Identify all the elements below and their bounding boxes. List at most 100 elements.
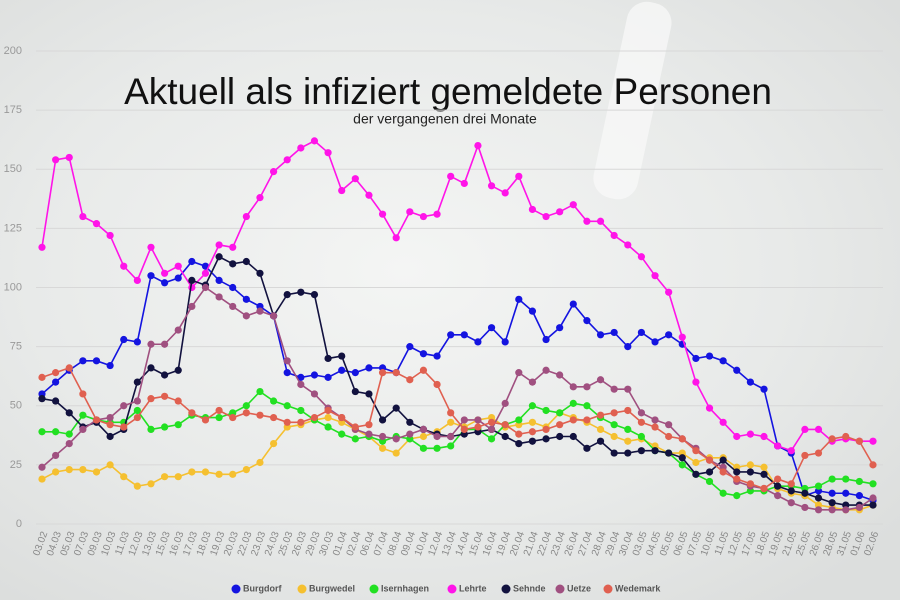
- y-tick-label: 125: [4, 222, 22, 234]
- legend-marker: [369, 584, 379, 594]
- data-point: [92, 416, 101, 424]
- data-point: [501, 189, 509, 197]
- data-point: [801, 489, 809, 497]
- data-point: [419, 432, 428, 441]
- data-point: [79, 390, 87, 398]
- data-point: [242, 312, 250, 320]
- data-point: [406, 418, 414, 426]
- data-point: [583, 217, 591, 225]
- data-point: [92, 357, 101, 365]
- data-point: [52, 397, 60, 405]
- data-point: [787, 447, 795, 455]
- data-point: [610, 231, 618, 240]
- data-point: [719, 357, 727, 365]
- data-point: [528, 428, 537, 436]
- data-point: [624, 437, 632, 445]
- data-point: [596, 437, 605, 445]
- data-point: [120, 402, 128, 410]
- data-point: [65, 364, 73, 372]
- legend-marker: [231, 584, 241, 594]
- data-point: [719, 468, 727, 476]
- y-tick-label: 75: [10, 341, 22, 353]
- data-point: [365, 390, 373, 398]
- data-point: [297, 418, 305, 426]
- data-point: [419, 444, 428, 452]
- data-point: [106, 231, 114, 240]
- data-point: [256, 411, 264, 419]
- y-tick-label: 0: [16, 518, 22, 530]
- data-point: [378, 210, 387, 218]
- data-point: [242, 409, 250, 417]
- data-point: [338, 430, 346, 438]
- data-point: [447, 172, 455, 180]
- data-point: [106, 421, 114, 429]
- data-point: [869, 501, 877, 509]
- data-point: [161, 473, 169, 481]
- data-point: [392, 234, 400, 242]
- data-point: [569, 383, 577, 391]
- data-point: [310, 371, 319, 379]
- data-point: [460, 425, 468, 433]
- data-point: [760, 470, 768, 478]
- data-point: [283, 290, 291, 299]
- data-point: [610, 385, 618, 393]
- data-point: [52, 468, 60, 476]
- data-point: [787, 487, 795, 495]
- data-point: [133, 378, 141, 386]
- data-point: [760, 484, 768, 493]
- data-point: [365, 421, 373, 429]
- data-point: [38, 373, 46, 381]
- data-point: [147, 425, 155, 433]
- data-point: [38, 463, 46, 471]
- data-point: [229, 260, 237, 268]
- data-point: [842, 506, 850, 514]
- data-point: [310, 290, 319, 299]
- data-point: [433, 444, 441, 452]
- data-point: [760, 385, 768, 393]
- data-point: [460, 331, 468, 339]
- data-point: [201, 468, 210, 476]
- data-point: [733, 468, 741, 476]
- data-point: [528, 437, 537, 445]
- data-point: [528, 378, 537, 386]
- data-point: [705, 352, 714, 360]
- data-point: [624, 343, 632, 351]
- legend-marker: [297, 584, 307, 594]
- data-point: [583, 402, 591, 410]
- data-point: [242, 212, 250, 221]
- data-point: [556, 432, 564, 441]
- data-point: [201, 283, 210, 292]
- data-point: [365, 191, 373, 199]
- data-point: [283, 402, 291, 410]
- data-point: [188, 468, 196, 476]
- data-point: [120, 423, 128, 431]
- data-point: [528, 402, 537, 410]
- data-point: [256, 269, 264, 277]
- data-point: [406, 430, 414, 438]
- data-point: [297, 380, 305, 389]
- data-point: [596, 425, 605, 433]
- data-point: [624, 425, 632, 433]
- data-point: [828, 475, 836, 483]
- data-point: [596, 217, 605, 225]
- data-point: [433, 380, 441, 389]
- data-point: [79, 357, 87, 365]
- data-point: [188, 276, 196, 285]
- data-point: [556, 421, 564, 429]
- data-point: [637, 418, 646, 426]
- data-point: [215, 241, 223, 249]
- data-point: [869, 480, 877, 488]
- data-point: [269, 413, 278, 422]
- legend-marker: [447, 584, 457, 594]
- data-point: [419, 425, 428, 433]
- data-point: [419, 212, 428, 221]
- legend-marker: [501, 584, 511, 594]
- data-point: [501, 338, 509, 346]
- data-point: [147, 395, 155, 403]
- data-point: [215, 293, 223, 301]
- data-point: [392, 404, 400, 412]
- data-point: [474, 423, 482, 431]
- data-point: [147, 480, 155, 488]
- data-point: [515, 369, 523, 377]
